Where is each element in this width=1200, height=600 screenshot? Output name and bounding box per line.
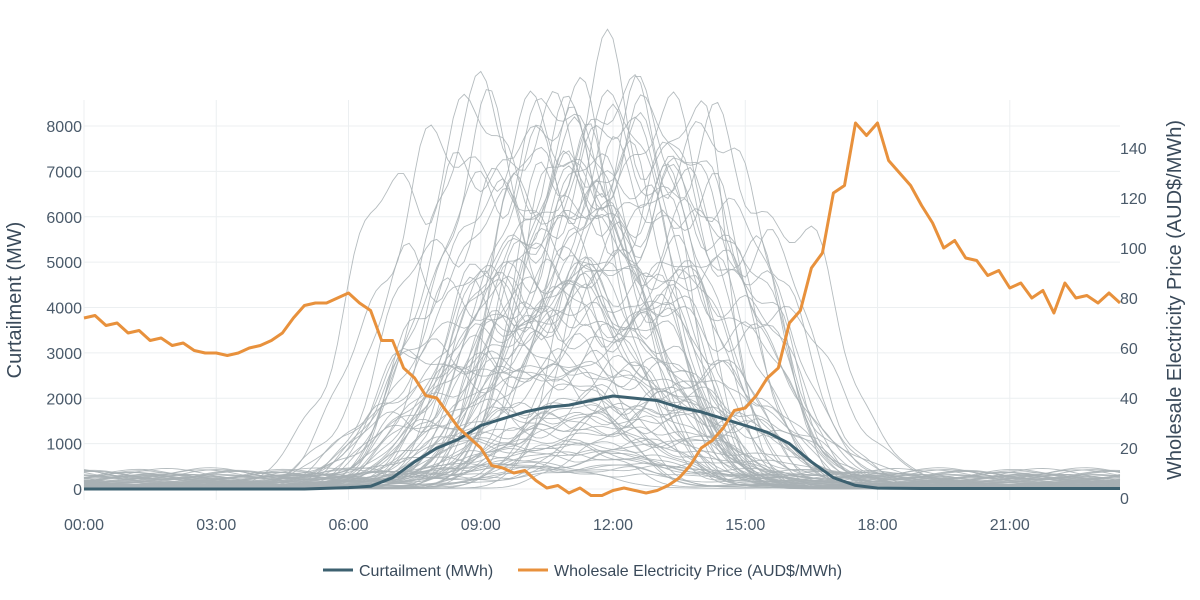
left-tick-label: 1000 bbox=[46, 437, 82, 454]
left-tick-label: 0 bbox=[73, 482, 82, 499]
daily-trace bbox=[83, 459, 1121, 482]
right-tick-label: 0 bbox=[1120, 491, 1129, 508]
left-axis-ticks: 0 1000 2000 3000 4000 5000 6000 7000 8000 bbox=[46, 119, 82, 499]
x-tick-label: 06:00 bbox=[328, 517, 368, 534]
right-tick-label: 40 bbox=[1120, 391, 1138, 408]
left-tick-label: 7000 bbox=[46, 164, 82, 181]
daily-trace bbox=[84, 363, 1120, 488]
right-tick-label: 20 bbox=[1120, 441, 1138, 458]
daily-trace bbox=[83, 141, 1121, 489]
x-tick-label: 12:00 bbox=[593, 517, 633, 534]
daily-trace bbox=[84, 91, 1121, 483]
daily-curtailment-traces bbox=[83, 28, 1121, 490]
legend-item-curtailment[interactable]: Curtailment (MWh) bbox=[323, 563, 493, 580]
x-axis-ticks: 00:00 03:00 06:00 09:00 12:00 15:00 18:00 21:00 bbox=[64, 517, 1030, 534]
right-tick-label: 140 bbox=[1120, 141, 1147, 158]
right-tick-label: 100 bbox=[1120, 241, 1147, 258]
daily-trace bbox=[83, 150, 1121, 487]
left-tick-label: 2000 bbox=[46, 391, 82, 408]
daily-trace bbox=[83, 28, 1121, 481]
daily-trace bbox=[83, 197, 1121, 484]
right-tick-label: 80 bbox=[1120, 291, 1138, 308]
x-tick-label: 21:00 bbox=[990, 517, 1030, 534]
daily-trace bbox=[84, 90, 1121, 488]
daily-trace bbox=[84, 89, 1121, 490]
curtailment-line bbox=[84, 394, 1120, 491]
daily-trace bbox=[83, 267, 1121, 483]
daily-trace bbox=[84, 283, 1120, 490]
right-tick-label: 120 bbox=[1120, 191, 1147, 208]
left-tick-label: 5000 bbox=[46, 255, 82, 272]
right-tick-label: 60 bbox=[1120, 341, 1138, 358]
left-tick-label: 3000 bbox=[46, 346, 82, 363]
daily-trace bbox=[83, 337, 1121, 480]
daily-trace bbox=[83, 256, 1121, 484]
daily-trace bbox=[83, 91, 1121, 488]
left-tick-label: 8000 bbox=[46, 119, 82, 136]
daily-trace bbox=[83, 302, 1121, 486]
daily-trace bbox=[83, 354, 1121, 486]
legend-item-price[interactable]: Wholesale Electricity Price (AUD$/MWh) bbox=[518, 563, 842, 580]
left-tick-label: 4000 bbox=[46, 301, 82, 318]
daily-trace bbox=[83, 439, 1121, 479]
price-line bbox=[83, 121, 1122, 497]
left-tick-label: 6000 bbox=[46, 210, 82, 227]
daily-trace bbox=[83, 349, 1121, 487]
x-tick-label: 18:00 bbox=[858, 517, 898, 534]
daily-trace bbox=[83, 443, 1121, 479]
legend-label-price: Wholesale Electricity Price (AUD$/MWh) bbox=[554, 563, 842, 580]
daily-trace bbox=[83, 348, 1121, 480]
series-lines bbox=[83, 121, 1122, 497]
right-axis-ticks: 0 20 40 60 80 100 120 140 bbox=[1120, 141, 1147, 508]
daily-trace bbox=[83, 101, 1120, 487]
x-tick-label: 09:00 bbox=[461, 517, 501, 534]
x-tick-label: 00:00 bbox=[64, 517, 104, 534]
legend: Curtailment (MWh) Wholesale Electricity … bbox=[323, 563, 842, 580]
daily-trace bbox=[83, 261, 1121, 480]
right-axis-title: Wholesale Electricity Price (AUD$/MWh) bbox=[1164, 120, 1186, 480]
x-tick-label: 15:00 bbox=[725, 517, 765, 534]
left-axis-title: Curtailment (MW) bbox=[4, 222, 26, 379]
x-tick-label: 03:00 bbox=[196, 517, 236, 534]
gridlines bbox=[83, 100, 1120, 500]
legend-label-curtailment: Curtailment (MWh) bbox=[359, 563, 493, 580]
